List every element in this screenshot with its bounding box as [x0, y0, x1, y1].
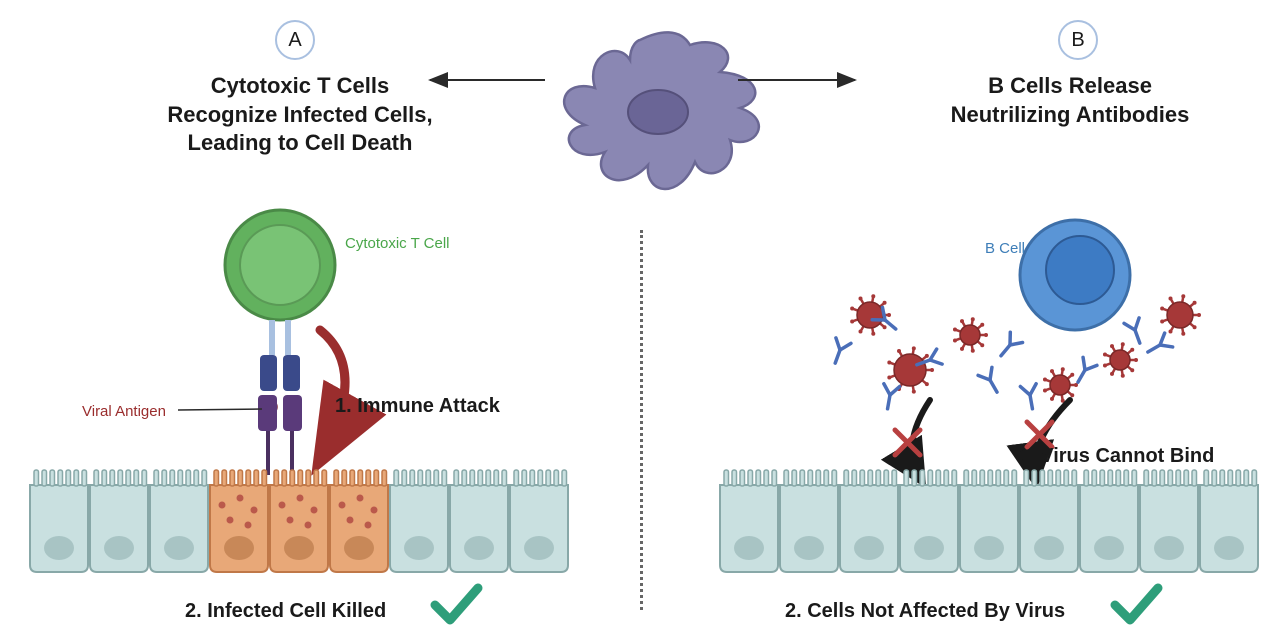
t-cell-icon [225, 210, 335, 320]
blocked-arrow-1-icon [912, 400, 930, 478]
center-divider [640, 230, 643, 610]
step-a2-label: 2. Infected Cell Killed [185, 600, 386, 623]
antigen-label-line [178, 409, 262, 410]
step-a1-label: 1. Immune Attack [335, 395, 500, 418]
step-b2-label: 2. Cells Not Affected By Virus [785, 600, 1065, 623]
badge-b: B [1058, 20, 1098, 60]
badge-a: A [275, 20, 315, 60]
t-cell-label: Cytotoxic T Cell [345, 235, 449, 252]
checkmark-b-icon [1115, 588, 1158, 620]
b-cell-icon [1020, 220, 1130, 330]
epithelium-a [30, 470, 568, 572]
checkmark-a-icon [435, 588, 478, 620]
x-mark-1-icon [895, 430, 920, 455]
heading-b: B Cells Release Neutrilizing Antibodies [930, 72, 1210, 129]
dendritic-cell-icon [564, 32, 759, 189]
viral-antigen-label: Viral Antigen [82, 403, 166, 420]
step-b1-label: 1. Virus Cannot Bind [1018, 445, 1214, 468]
heading-a: Cytotoxic T Cells Recognize Infected Cel… [160, 72, 440, 158]
epithelium-b [720, 470, 1258, 572]
b-cell-label: B Cell [985, 240, 1025, 257]
tcr-mhc-icon [258, 320, 302, 475]
virus-cluster [850, 294, 1201, 402]
